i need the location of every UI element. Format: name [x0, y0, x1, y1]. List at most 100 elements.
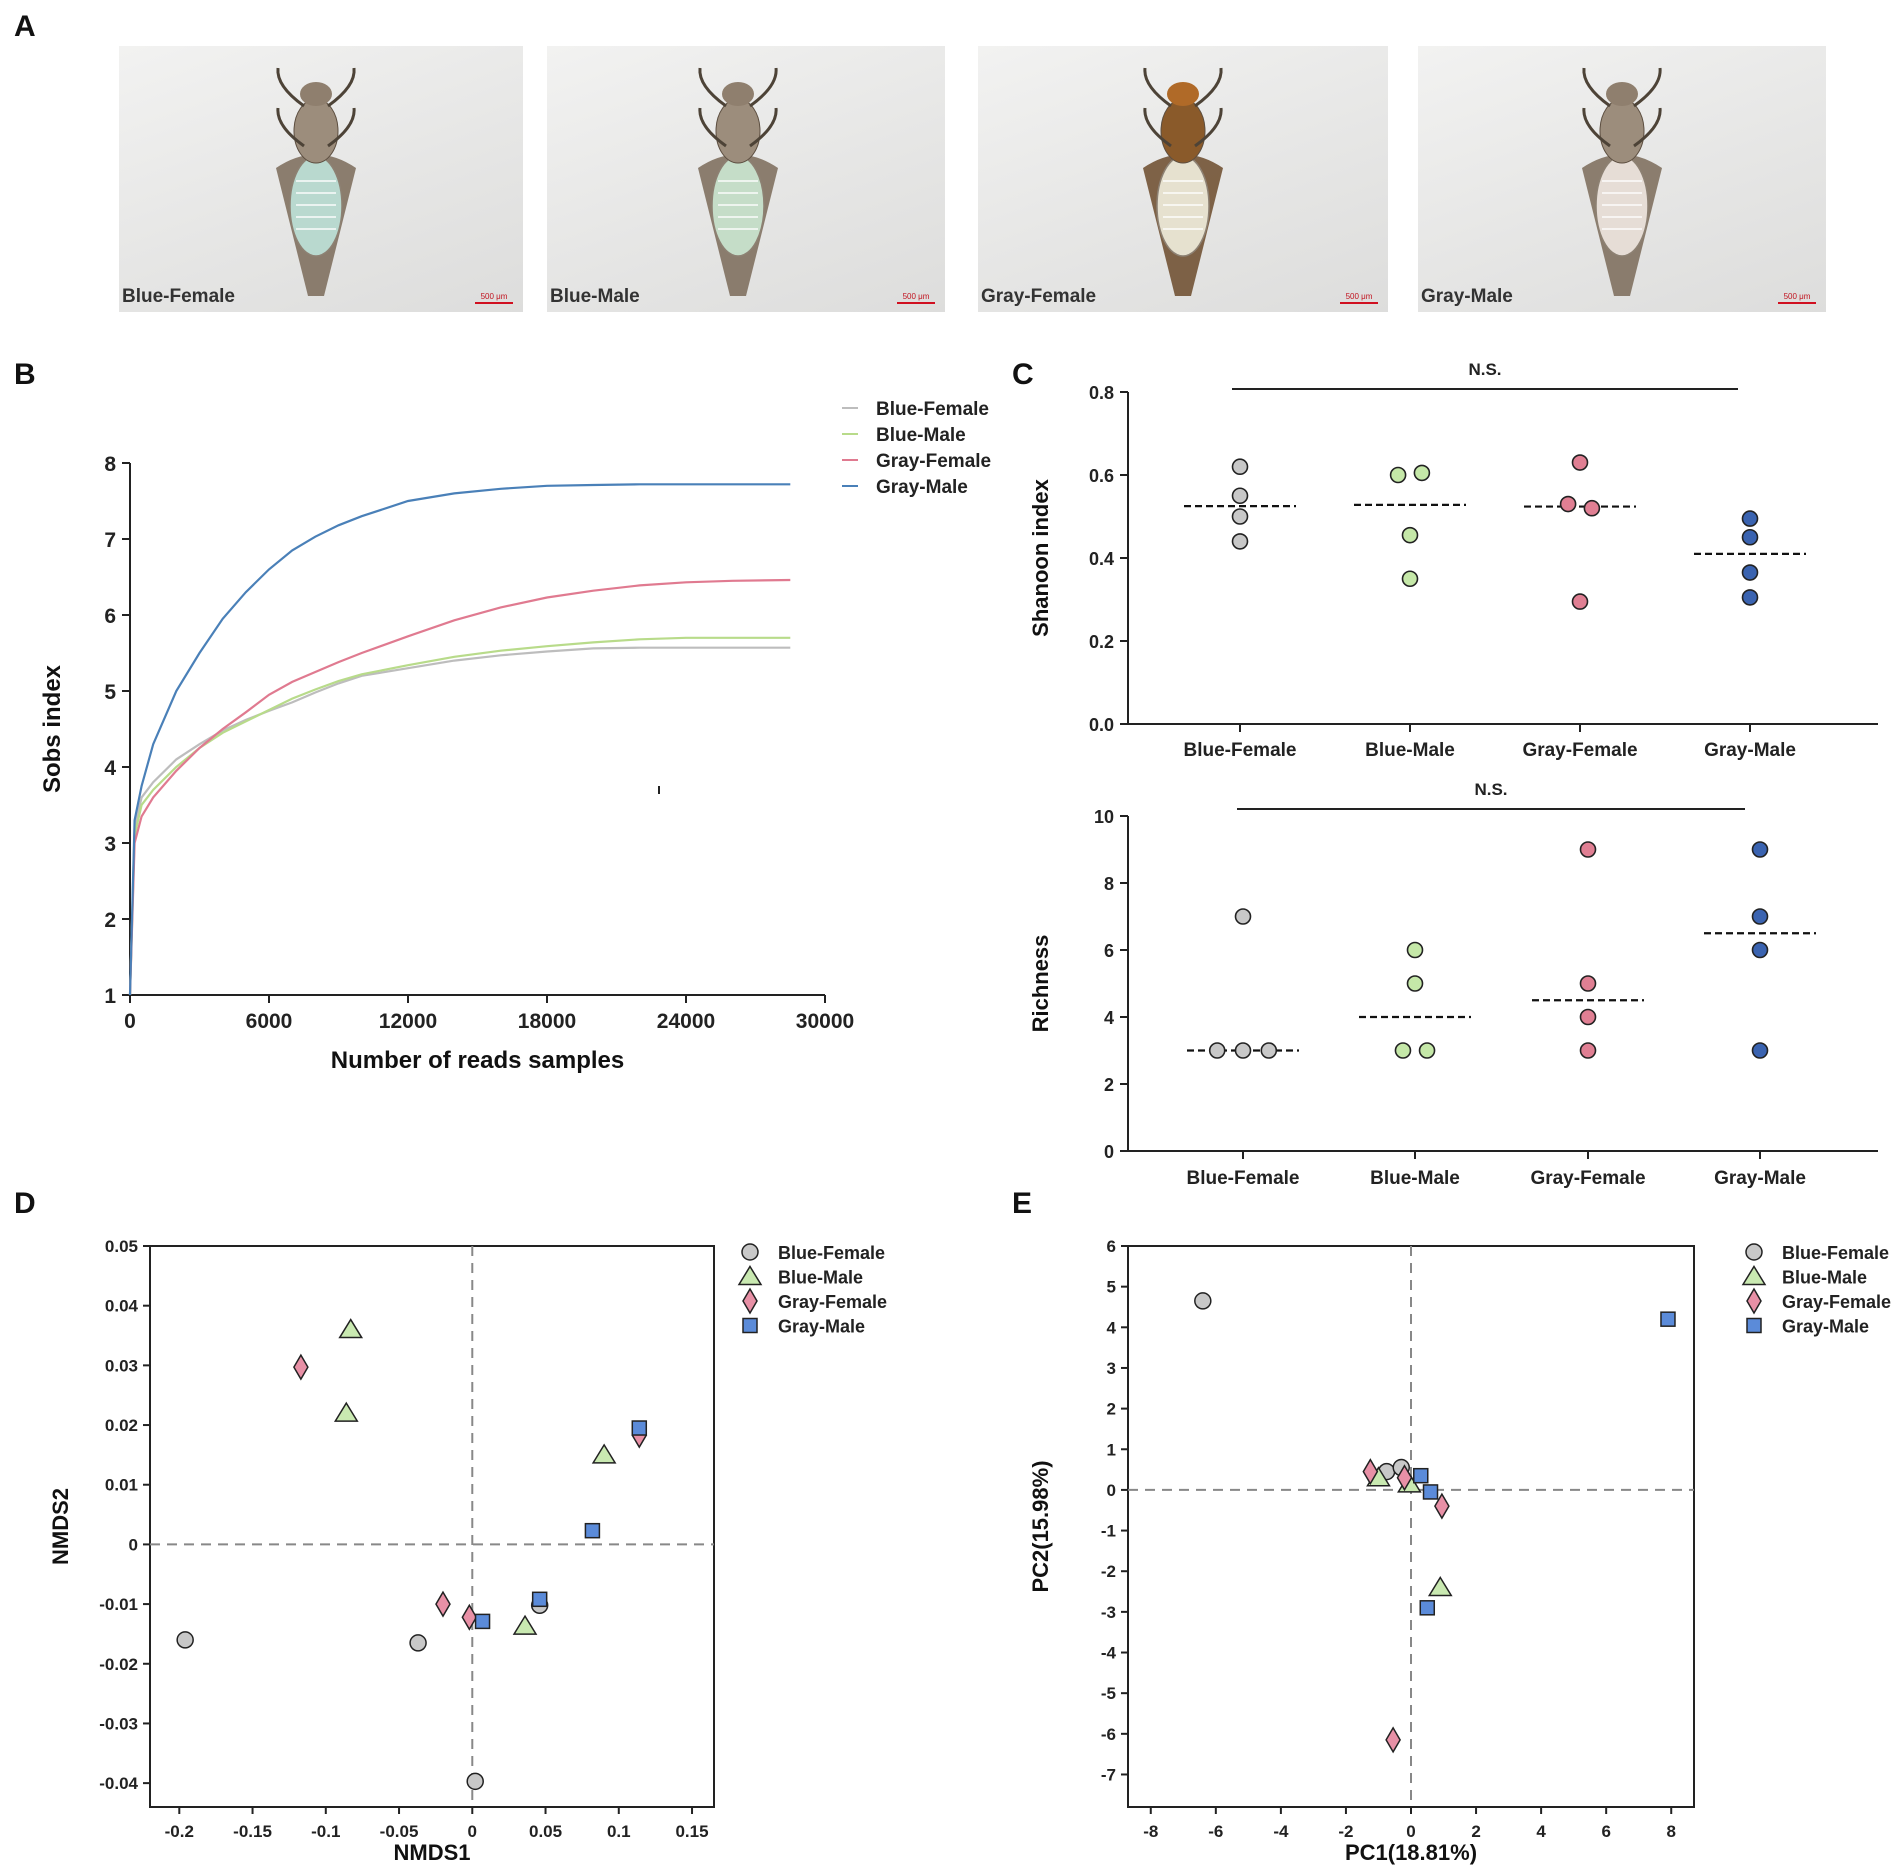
data-point — [1389, 466, 1407, 484]
x-tick-label: -0.05 — [380, 1822, 419, 1841]
data-point-diamond — [1385, 1726, 1401, 1754]
data-point-square — [631, 1420, 648, 1436]
y-tick-label: 0.01 — [105, 1476, 138, 1495]
legend-label: Gray-Female — [876, 451, 991, 472]
data-point-triangle — [1741, 1265, 1767, 1286]
y-tick-label: 0 — [1107, 1481, 1116, 1500]
x-axis-label: Number of reads samples — [331, 1047, 624, 1074]
legend-label: Gray-Male — [876, 477, 968, 498]
scale-bar: 500 μm — [1778, 292, 1816, 304]
photo-blue-female: Blue-Female 500 μm — [119, 46, 523, 312]
photo-gray-male: Gray-Male 500 μm — [1418, 46, 1826, 312]
data-point — [1260, 1042, 1278, 1059]
x-tick-label: -2 — [1338, 1822, 1353, 1841]
x-tick-label: -4 — [1273, 1822, 1289, 1841]
y-tick-label: 7 — [104, 529, 116, 552]
y-tick-label: 1 — [104, 985, 116, 1008]
data-point — [1741, 528, 1759, 546]
y-tick-label: 0.04 — [105, 1297, 139, 1316]
insect-leg — [327, 67, 356, 108]
significance-label: N.S. — [1474, 780, 1507, 799]
x-tick-label: Gray-Male — [1714, 1168, 1806, 1189]
x-tick-label: Blue-Female — [1187, 1168, 1300, 1189]
data-point-circle — [741, 1243, 759, 1261]
y-tick-label: 6 — [1104, 941, 1114, 961]
photo-caption: Blue-Female — [122, 286, 235, 307]
insect-leg — [1194, 67, 1223, 108]
x-tick-label: Gray-Male — [1704, 740, 1796, 761]
data-point-square — [742, 1317, 758, 1334]
y-tick-label: 1 — [1107, 1440, 1116, 1459]
legend-label: Blue-Male — [778, 1268, 863, 1288]
y-tick-label: 5 — [1107, 1278, 1116, 1297]
rarefaction-curve-chart: 1 2 3 4 5 6 7 8 0 6000 12000 18000 24000 30000 Number … — [39, 399, 991, 1074]
y-tick-label: 0.0 — [1089, 715, 1114, 735]
data-point-diamond — [461, 1603, 478, 1631]
data-point — [1751, 841, 1769, 858]
plot-frame — [149, 1245, 715, 1808]
data-point — [1579, 1008, 1597, 1026]
data-point-triangle — [591, 1443, 617, 1464]
y-tick-label: 2 — [1104, 1075, 1114, 1095]
x-tick-label: 12000 — [379, 1010, 437, 1033]
legend-label: Blue-Male — [1782, 1268, 1867, 1288]
y-tick-label: 8 — [104, 453, 116, 476]
data-point-circle — [1194, 1292, 1212, 1310]
y-tick-label: -7 — [1101, 1765, 1116, 1784]
richness-chart: 0 2 4 6 8 10 Richness N.S. Blue-Female Blue-Male G… — [1028, 780, 1878, 1189]
insect-head — [1167, 82, 1199, 106]
y-tick-label: 0.05 — [105, 1237, 138, 1256]
y-axis-label: Sobs index — [39, 664, 66, 793]
y-tick-label: 0.8 — [1089, 383, 1114, 403]
data-point — [1741, 589, 1759, 606]
series-line-gray-male — [128, 483, 791, 996]
y-tick-label: -1 — [1101, 1522, 1116, 1541]
y-tick-label: 6 — [1107, 1237, 1116, 1256]
x-tick-label: 0.05 — [529, 1822, 562, 1841]
y-tick-label: 5 — [104, 681, 116, 704]
y-tick-label: -0.04 — [99, 1774, 138, 1793]
x-axis-label: NMDS1 — [393, 1840, 470, 1865]
legend-label: Gray-Male — [778, 1317, 865, 1337]
data-point-circle — [466, 1772, 484, 1791]
y-tick-label: -5 — [1101, 1684, 1116, 1703]
y-tick-label: 3 — [104, 833, 116, 856]
x-tick-label: -0.15 — [233, 1822, 272, 1841]
data-point — [1579, 1042, 1597, 1059]
x-tick-label: Gray-Female — [1530, 1168, 1645, 1189]
data-point-square — [1413, 1467, 1429, 1484]
data-point — [1406, 975, 1424, 992]
insect-leg — [1143, 107, 1172, 148]
data-point — [1231, 508, 1249, 525]
y-tick-label: 4 — [1104, 1008, 1114, 1028]
y-axis-label: Richness — [1028, 935, 1053, 1033]
panel-letter-b: B — [14, 358, 36, 391]
data-point — [1579, 975, 1597, 992]
data-point-diamond — [1396, 1464, 1413, 1492]
y-tick-label: 3 — [1107, 1359, 1116, 1378]
series-line-gray-female — [128, 578, 791, 996]
legend-label: Blue-Male — [876, 425, 966, 446]
insect-leg — [698, 67, 727, 108]
x-tick-label: 2 — [1471, 1822, 1480, 1841]
data-point — [1401, 570, 1419, 588]
x-tick-label: 24000 — [657, 1010, 715, 1033]
data-point — [1413, 464, 1431, 482]
photo-caption: Blue-Male — [550, 286, 640, 307]
legend-label: Blue-Female — [778, 1243, 885, 1263]
data-point — [1406, 941, 1424, 959]
photo-gray-female: Gray-Female 500 μm — [978, 46, 1388, 312]
insect-leg — [276, 107, 305, 148]
y-tick-label: 0.02 — [105, 1416, 138, 1435]
y-tick-label: 0.03 — [105, 1356, 138, 1375]
y-tick-label: -0.01 — [99, 1595, 138, 1614]
data-point — [1751, 941, 1769, 959]
y-tick-label: 0.4 — [1089, 549, 1114, 569]
x-tick-label: 8 — [1666, 1822, 1675, 1841]
x-tick-label: Blue-Female — [1184, 740, 1297, 761]
insect-specimen-image — [698, 67, 778, 296]
insect-head — [722, 82, 754, 106]
x-tick-label: 0 — [1406, 1822, 1415, 1841]
insect-leg — [1582, 67, 1611, 108]
x-tick-label: 4 — [1536, 1822, 1546, 1841]
